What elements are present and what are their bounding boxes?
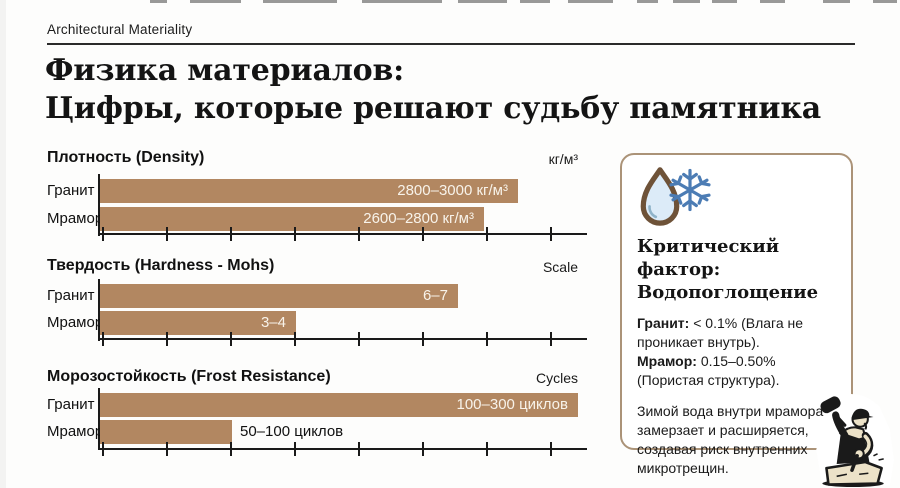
stone-block <box>825 460 883 486</box>
x-axis-line <box>99 338 587 340</box>
chart-title: Плотность (Density) <box>47 149 205 166</box>
chart-title: Морозостойкость (Frost Resistance) <box>47 368 331 385</box>
eyebrow-label: Architectural Materiality <box>47 22 193 37</box>
artifact-mark <box>190 0 241 3</box>
artifact-mark <box>873 0 897 3</box>
panel-stats: Гранит: < 0.1% (Влага не проникает внутр… <box>637 314 831 390</box>
marble-stat-label: Мрамор: <box>637 353 697 369</box>
granite-stat-label: Гранит: <box>637 315 690 331</box>
chart-title: Твердость (Hardness - Mohs) <box>47 257 275 274</box>
water-frost-icon-group <box>637 165 836 229</box>
panel-note: Зимой вода внутри мрамора замерзает и ра… <box>637 403 824 476</box>
artifact-mark <box>263 0 337 3</box>
artifact-mark <box>637 0 658 3</box>
bar-marble-hardness: 3–4 <box>100 311 296 335</box>
row-label-marble: Мрамор <box>47 423 104 440</box>
artifact-mark <box>823 0 850 3</box>
bar-marble-frost <box>100 420 232 444</box>
panel-heading-line2: Водопоглощение <box>637 282 819 303</box>
row-label-marble: Мрамор <box>47 314 104 331</box>
critical-factor-panel: Критический фактор: Водопоглощение Грани… <box>620 153 853 476</box>
page-title-line1: Физика материалов: <box>45 53 404 88</box>
bar-granite-density: 2800–3000 кг/м³ <box>100 179 518 203</box>
artifact-mark <box>362 0 442 3</box>
artifact-mark <box>760 0 785 3</box>
marble-stat-text: 0.15–0.50% (Пористая структура). <box>637 353 780 388</box>
row-label-granite: Гранит <box>47 287 95 304</box>
stonemason-illustration <box>816 394 894 488</box>
mason-cap <box>852 408 874 421</box>
row-label-granite: Гранит <box>47 182 95 199</box>
bar-granite-frost: 100–300 циклов <box>100 393 578 417</box>
x-axis-line <box>99 233 587 235</box>
chart-unit-label: кг/м³ <box>548 151 578 167</box>
artifact-mark <box>520 0 550 3</box>
left-edge-shade <box>0 0 6 488</box>
granite-stat-text: < 0.1% (Влага не проникает внутрь). <box>637 315 804 350</box>
water-drop-icon <box>640 167 680 226</box>
bar-granite-hardness: 6–7 <box>100 284 458 308</box>
x-axis-line <box>99 448 587 450</box>
panel-heading-line1: Критический фактор: <box>637 236 780 280</box>
artifact-mark <box>712 0 737 3</box>
y-axis-line <box>98 279 100 341</box>
snowflake-icon <box>669 168 711 212</box>
chart-unit-label: Scale <box>542 259 578 275</box>
artifact-mark <box>673 0 700 3</box>
row-label-marble: Мрамор <box>47 210 104 227</box>
page-title: Физика материалов: Цифры, которые решают… <box>45 52 821 128</box>
chart-unit-label: Cycles <box>535 370 578 386</box>
header-divider <box>47 43 855 45</box>
y-axis-line <box>98 174 100 236</box>
chisel <box>850 454 859 472</box>
artifact-mark <box>150 0 167 3</box>
y-axis-line <box>98 388 100 450</box>
row-label-granite: Гранит <box>47 396 95 413</box>
bar-marble-frost-label: 50–100 циклов <box>240 423 344 440</box>
mallet <box>820 396 841 414</box>
page-title-line2: Цифры, которые решают судьбу памятника <box>45 91 822 126</box>
panel-heading: Критический фактор: Водопоглощение <box>637 235 836 304</box>
artifact-mark <box>458 0 507 3</box>
artifact-mark <box>568 0 613 3</box>
